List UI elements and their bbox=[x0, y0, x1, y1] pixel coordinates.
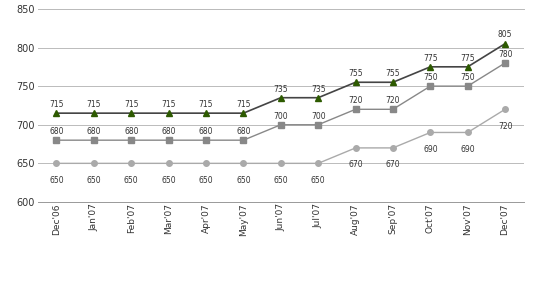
USA bbox=[315, 96, 321, 99]
Asia bbox=[315, 162, 321, 165]
Text: 670: 670 bbox=[386, 160, 400, 169]
Text: 680: 680 bbox=[161, 127, 176, 136]
Europe bbox=[128, 138, 134, 142]
Text: 735: 735 bbox=[311, 85, 326, 94]
Text: 680: 680 bbox=[49, 127, 64, 136]
Text: 650: 650 bbox=[273, 176, 288, 185]
Line: Asia: Asia bbox=[53, 107, 508, 166]
Europe bbox=[203, 138, 210, 142]
Text: 720: 720 bbox=[498, 122, 512, 131]
Text: 720: 720 bbox=[348, 96, 363, 105]
Asia bbox=[165, 162, 172, 165]
Europe bbox=[464, 84, 471, 88]
Text: 715: 715 bbox=[86, 100, 101, 109]
Text: 650: 650 bbox=[199, 176, 213, 185]
USA bbox=[91, 111, 97, 115]
Text: 650: 650 bbox=[86, 176, 101, 185]
Europe bbox=[165, 138, 172, 142]
Text: 775: 775 bbox=[423, 54, 437, 63]
Text: 690: 690 bbox=[423, 145, 437, 154]
Text: 650: 650 bbox=[311, 176, 326, 185]
Text: 755: 755 bbox=[348, 69, 363, 78]
Text: 650: 650 bbox=[49, 176, 64, 185]
Asia bbox=[352, 146, 359, 150]
Asia bbox=[390, 146, 396, 150]
Europe bbox=[502, 61, 508, 65]
Line: USA: USA bbox=[53, 40, 509, 117]
Europe bbox=[390, 108, 396, 111]
Text: 750: 750 bbox=[461, 73, 475, 82]
Text: 690: 690 bbox=[461, 145, 475, 154]
Asia bbox=[53, 162, 60, 165]
Asia bbox=[91, 162, 97, 165]
USA bbox=[502, 42, 508, 45]
Text: 715: 715 bbox=[49, 100, 64, 109]
Text: 720: 720 bbox=[386, 96, 400, 105]
USA bbox=[390, 80, 396, 84]
Europe bbox=[240, 138, 247, 142]
Europe bbox=[427, 84, 434, 88]
USA bbox=[427, 65, 434, 69]
Text: 805: 805 bbox=[498, 31, 512, 40]
Text: 680: 680 bbox=[236, 127, 251, 136]
Text: 650: 650 bbox=[236, 176, 251, 185]
Text: 700: 700 bbox=[311, 112, 326, 121]
USA bbox=[240, 111, 247, 115]
USA bbox=[352, 80, 359, 84]
Europe bbox=[278, 123, 284, 127]
Asia bbox=[278, 162, 284, 165]
Asia bbox=[128, 162, 134, 165]
Asia bbox=[427, 131, 434, 134]
Text: 715: 715 bbox=[236, 100, 251, 109]
Text: 680: 680 bbox=[199, 127, 213, 136]
Text: 650: 650 bbox=[161, 176, 176, 185]
Text: 755: 755 bbox=[386, 69, 400, 78]
Line: Europe: Europe bbox=[53, 60, 508, 143]
Text: 680: 680 bbox=[86, 127, 101, 136]
USA bbox=[278, 96, 284, 99]
USA bbox=[53, 111, 60, 115]
Asia bbox=[203, 162, 210, 165]
Text: 750: 750 bbox=[423, 73, 437, 82]
Europe bbox=[352, 108, 359, 111]
Text: 650: 650 bbox=[124, 176, 139, 185]
Text: 670: 670 bbox=[348, 160, 363, 169]
Text: 715: 715 bbox=[124, 100, 139, 109]
Europe bbox=[91, 138, 97, 142]
Text: 735: 735 bbox=[273, 85, 288, 94]
Text: 700: 700 bbox=[273, 112, 288, 121]
Europe bbox=[315, 123, 321, 127]
USA bbox=[464, 65, 471, 69]
Europe bbox=[53, 138, 60, 142]
USA bbox=[203, 111, 210, 115]
USA bbox=[128, 111, 134, 115]
Text: 715: 715 bbox=[199, 100, 213, 109]
Text: 715: 715 bbox=[161, 100, 176, 109]
Asia bbox=[464, 131, 471, 134]
USA bbox=[165, 111, 172, 115]
Asia bbox=[502, 108, 508, 111]
Asia bbox=[240, 162, 247, 165]
Text: 680: 680 bbox=[124, 127, 139, 136]
Text: 780: 780 bbox=[498, 50, 512, 59]
Text: 775: 775 bbox=[461, 54, 475, 63]
